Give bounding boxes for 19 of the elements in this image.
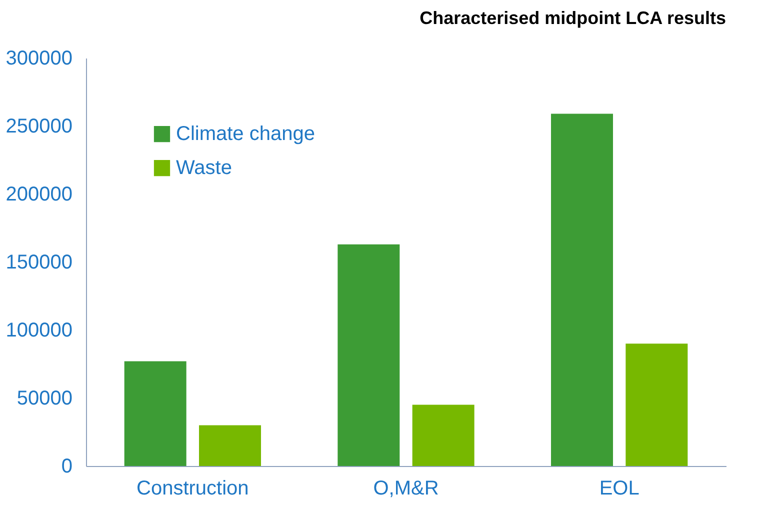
legend-label: Waste (176, 157, 232, 179)
y-tick-label: 150000 (6, 252, 72, 274)
bar (412, 404, 474, 466)
x-tick-label: O,M&R (373, 478, 439, 500)
bar (551, 114, 613, 466)
y-tick-label: 300000 (6, 48, 72, 70)
y-tick-label: 50000 (16, 388, 72, 410)
bar (338, 244, 400, 466)
x-tick-label: EOL (599, 478, 640, 500)
bar (124, 361, 186, 466)
y-tick-label: 100000 (6, 320, 72, 342)
y-tick-label: 0 (61, 456, 72, 478)
y-tick-label: 200000 (6, 184, 72, 206)
bar (626, 344, 688, 466)
bar (199, 425, 261, 466)
legend-label: Climate change (176, 123, 315, 145)
x-tick-label: Construction (136, 478, 249, 500)
y-tick-label: 250000 (6, 116, 72, 138)
chart-title: Characterised midpoint LCA results (420, 8, 726, 28)
